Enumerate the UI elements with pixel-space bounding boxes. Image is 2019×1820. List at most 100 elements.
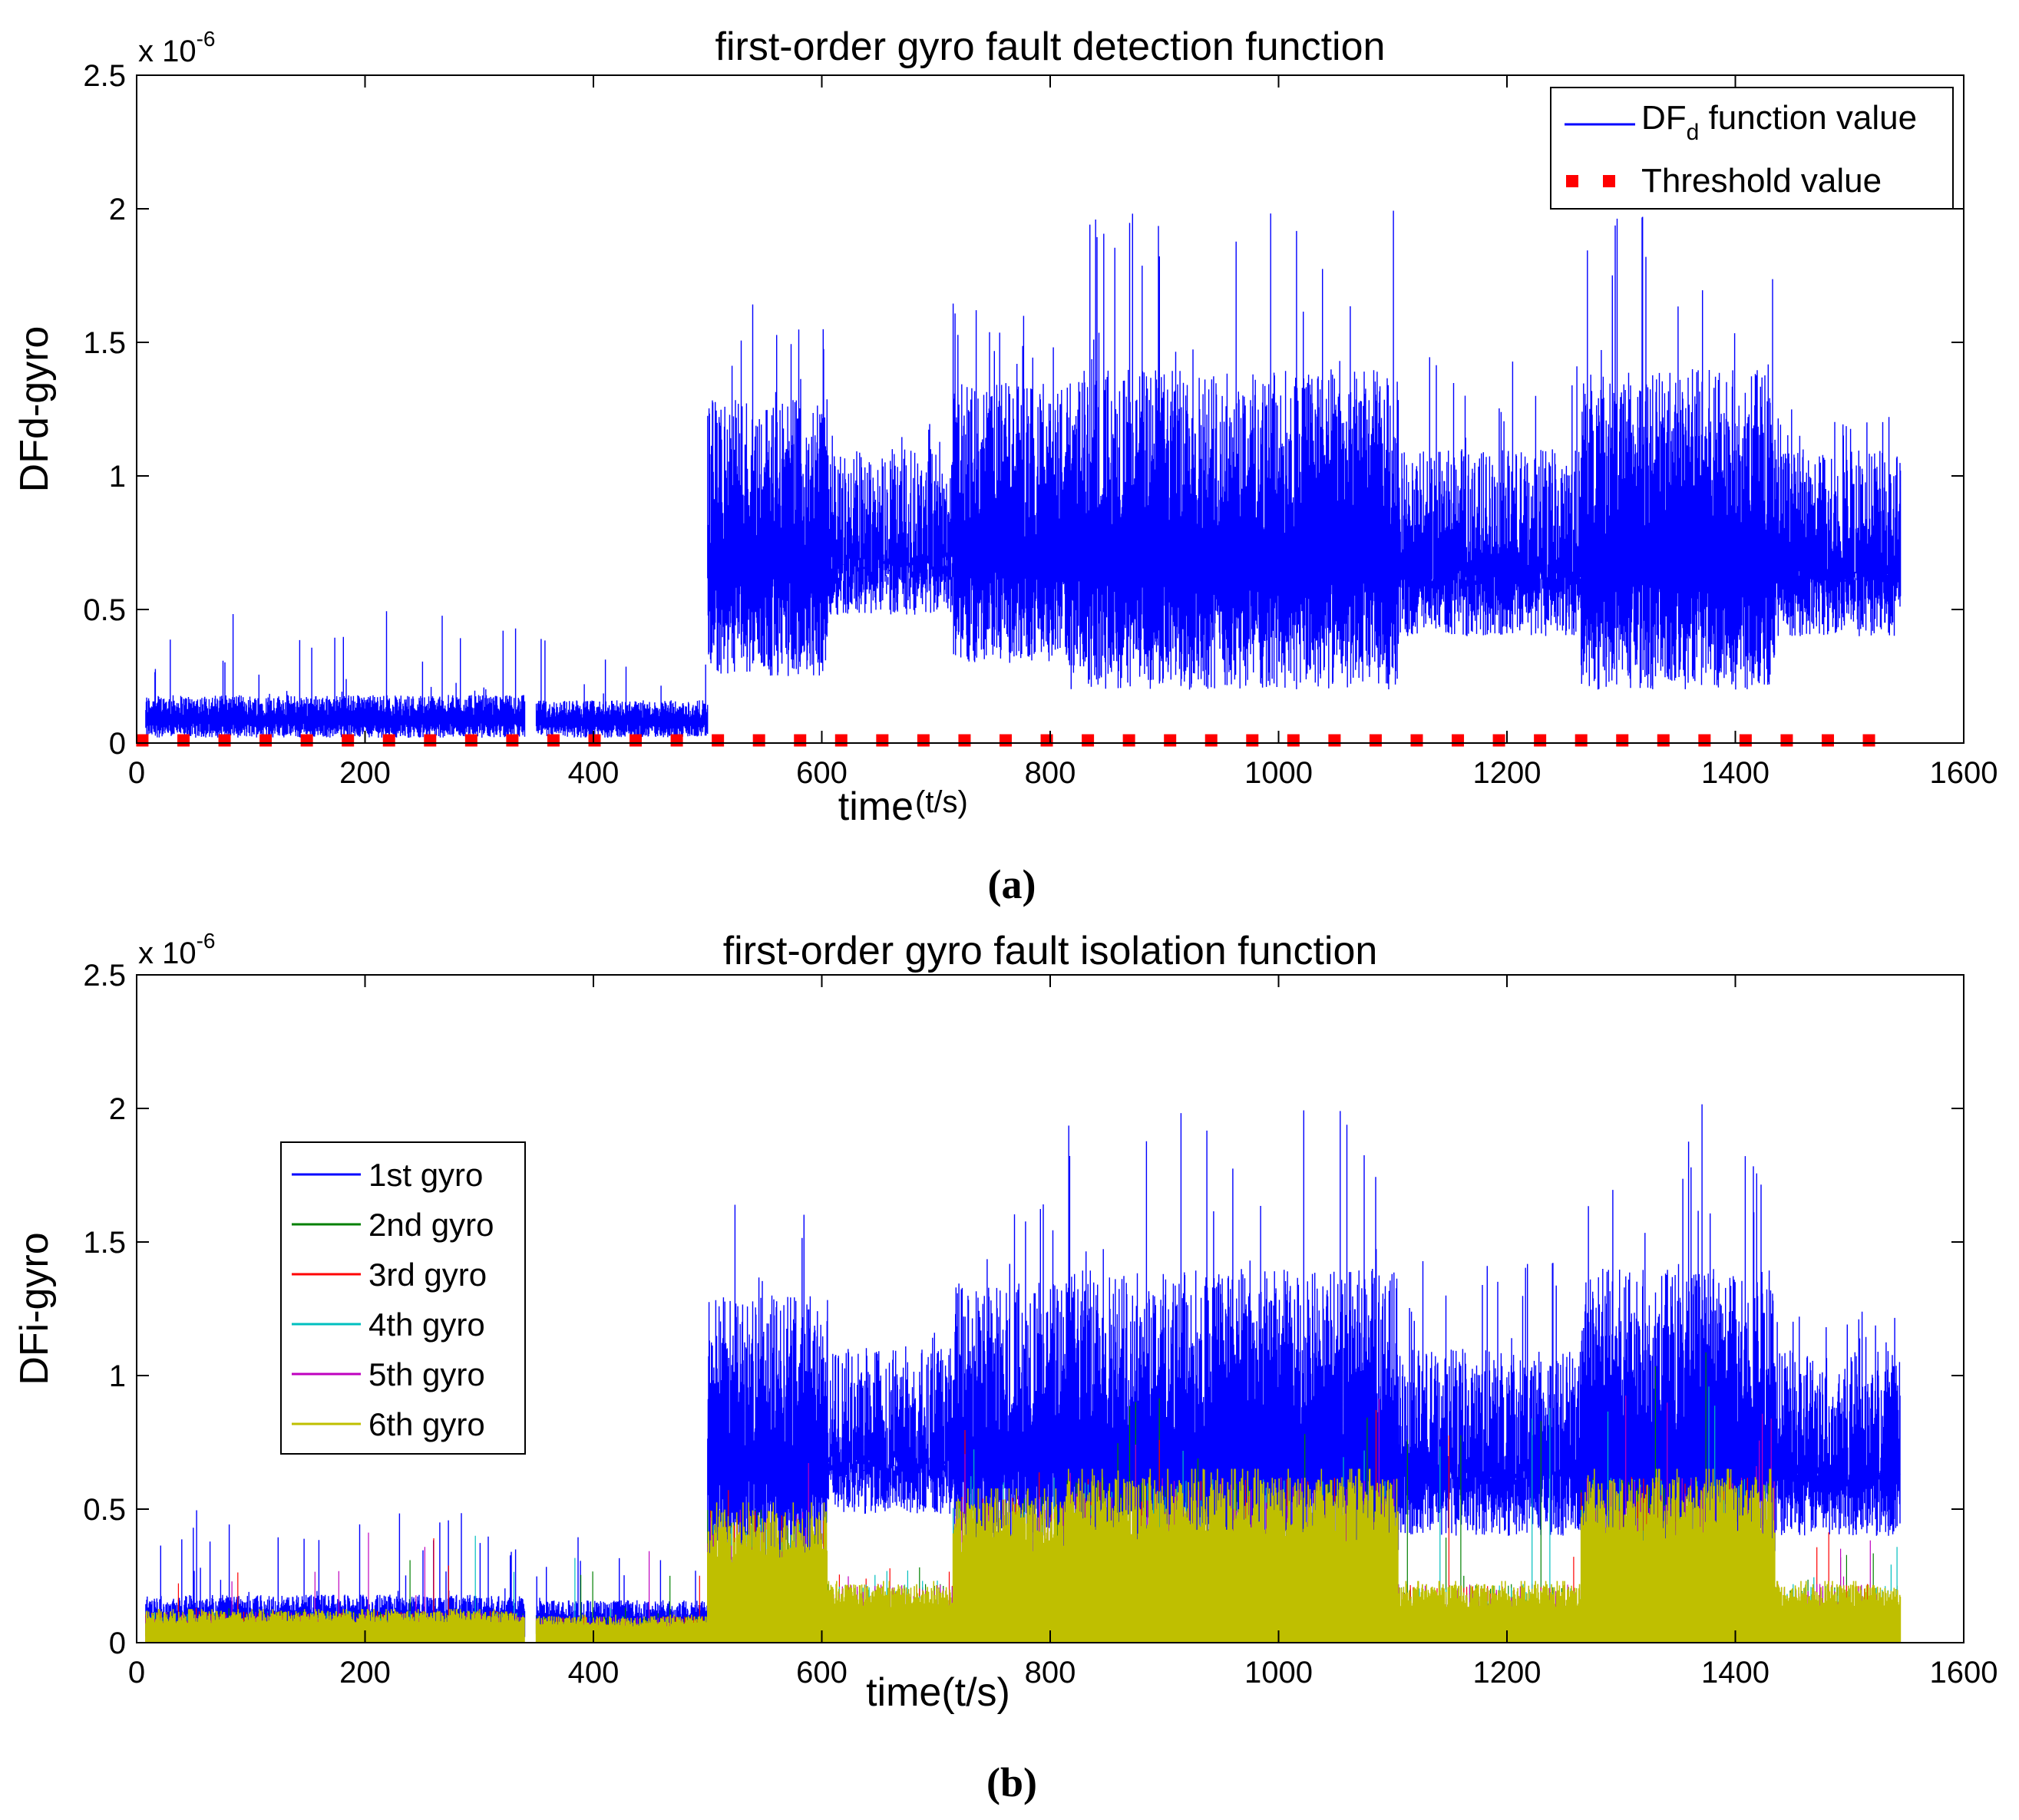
- threshold-marker: [1410, 734, 1423, 747]
- y-axis-label: DFi-gyro: [12, 1232, 57, 1385]
- threshold-marker: [588, 734, 601, 747]
- threshold-marker: [712, 734, 725, 747]
- legend-box: [280, 1141, 526, 1455]
- x-tick-label: 1400: [1701, 1656, 1770, 1690]
- x-tick-label: 1200: [1473, 1656, 1542, 1690]
- x-tick-label: 400: [568, 1656, 620, 1690]
- series-6th-gyro: [145, 1468, 1902, 1643]
- legend-box: [1550, 87, 1954, 210]
- panel-a-detection-chart: 0 200 400 600 800 1000 1200 1400 1600 0 0.5 1 1.5 2 2…: [12, 25, 1998, 907]
- threshold-marker: [1739, 734, 1752, 747]
- threshold-marker: [1040, 734, 1053, 747]
- data-layer: [145, 210, 1902, 738]
- threshold-marker: [342, 734, 355, 747]
- y-tick-label: 1.5: [83, 1226, 126, 1260]
- chart-title: first-order gyro fault isolation functio…: [723, 929, 1378, 973]
- legend: 1st gyro 2nd gyro 3rd gyro 4th gyro 5th gyro…: [280, 1141, 526, 1455]
- threshold-marker: [1122, 734, 1135, 747]
- series-df-function-value: [145, 210, 1902, 738]
- x-axis-label: time(t/s): [866, 1670, 1010, 1715]
- x-tick-label: 600: [796, 1656, 848, 1690]
- x-tick-label: 800: [1025, 1656, 1076, 1690]
- x-axis-unit: (t/s): [915, 785, 968, 819]
- threshold-marker: [1082, 734, 1095, 747]
- legend-entry-threshold: Threshold value: [1641, 162, 1882, 200]
- y-tick-label: 2.5: [83, 59, 126, 93]
- threshold-marker: [259, 734, 273, 747]
- threshold-marker: [382, 734, 395, 747]
- threshold-marker: [1164, 734, 1177, 747]
- threshold-marker: [752, 734, 765, 747]
- legend-entry: 2nd gyro: [368, 1207, 494, 1243]
- threshold-marker: [1821, 734, 1834, 747]
- threshold-marker: [670, 734, 683, 747]
- legend-entry: 3rd gyro: [368, 1257, 487, 1293]
- threshold-marker: [1369, 734, 1382, 747]
- y-tick-label: 2: [109, 1092, 126, 1126]
- legend-entry: 4th gyro: [368, 1306, 485, 1343]
- threshold-marker: [834, 734, 848, 747]
- panel-caption-b: (b): [986, 1759, 1037, 1805]
- panel-b-isolation-chart: 0 200 400 600 800 1000 1200 1400 1600 0 0.5 1 1.5 2 2…: [12, 929, 1998, 1805]
- threshold-marker: [958, 734, 971, 747]
- threshold-marker: [794, 734, 807, 747]
- threshold-marker: [218, 734, 231, 747]
- x-tick-label: 1400: [1701, 756, 1770, 790]
- threshold-marker: [424, 734, 437, 747]
- threshold-marker: [1862, 734, 1875, 747]
- x-tick-label: 800: [1025, 756, 1076, 790]
- x-tick-label: 1000: [1244, 756, 1313, 790]
- threshold-marker: [464, 734, 477, 747]
- x-tick-label: 0: [128, 1656, 145, 1690]
- chart-title: first-order gyro fault detection functio…: [715, 25, 1386, 69]
- x-axis-ticks: 0 200 400 600 800 1000 1200 1400 1600: [128, 75, 1998, 790]
- x-tick-label: 1600: [1930, 1656, 1998, 1690]
- x-tick-label: 0: [128, 756, 145, 790]
- y-axis-ticks: 0 0.5 1 1.5 2 2.5: [83, 959, 1964, 1660]
- y-tick-label: 2.5: [83, 959, 126, 993]
- y-tick-label: 0: [109, 727, 126, 761]
- x-tick-label: 1600: [1930, 756, 1998, 790]
- legend-entry-series-1: DFd function value: [1641, 99, 1917, 145]
- legend-entry: 5th gyro: [368, 1356, 485, 1392]
- threshold-marker: [1246, 734, 1259, 747]
- x-tick-label: 200: [339, 756, 391, 790]
- threshold-marker: [177, 734, 190, 747]
- legend: DFd function value Threshold value: [1550, 87, 1954, 210]
- legend-entry: 6th gyro: [368, 1406, 485, 1442]
- threshold-marker: [1534, 734, 1547, 747]
- threshold-marker: [1575, 734, 1588, 747]
- x-tick-label: 400: [568, 756, 620, 790]
- legend-marker-threshold-1: [1566, 175, 1578, 187]
- x-tick-label: 1200: [1473, 756, 1542, 790]
- y-axis-label: DFd-gyro: [12, 326, 57, 493]
- data-layer: [145, 1104, 1902, 1643]
- y-exponent: x 10-6: [138, 27, 216, 68]
- threshold-marker: [1780, 734, 1793, 747]
- threshold-marker: [506, 734, 519, 747]
- x-axis-ticks: 0 200 400 600 800 1000 1200 1400 1600: [128, 975, 1998, 1690]
- x-axis-label: time: [838, 784, 914, 829]
- y-tick-label: 0: [109, 1627, 126, 1660]
- threshold-marker: [1616, 734, 1629, 747]
- y-axis-ticks: 0 0.5 1 1.5 2 2.5: [83, 59, 1964, 761]
- threshold-marker: [629, 734, 643, 747]
- y-tick-label: 2: [109, 193, 126, 226]
- y-tick-label: 0.5: [83, 1493, 126, 1527]
- threshold-marker: [999, 734, 1012, 747]
- threshold-marker: [876, 734, 889, 747]
- threshold-marker: [136, 734, 149, 747]
- y-exponent: x 10-6: [138, 929, 216, 970]
- y-tick-label: 1: [109, 1359, 126, 1393]
- legend-entry: 1st gyro: [368, 1157, 483, 1193]
- threshold-marker: [1328, 734, 1341, 747]
- x-tick-label: 600: [796, 756, 848, 790]
- threshold-marker: [1204, 734, 1218, 747]
- x-tick-label: 200: [339, 1656, 391, 1690]
- threshold-marker: [547, 734, 560, 747]
- x-tick-label: 1000: [1244, 1656, 1313, 1690]
- threshold-marker: [1492, 734, 1505, 747]
- threshold-marker: [1698, 734, 1711, 747]
- threshold-marker: [300, 734, 313, 747]
